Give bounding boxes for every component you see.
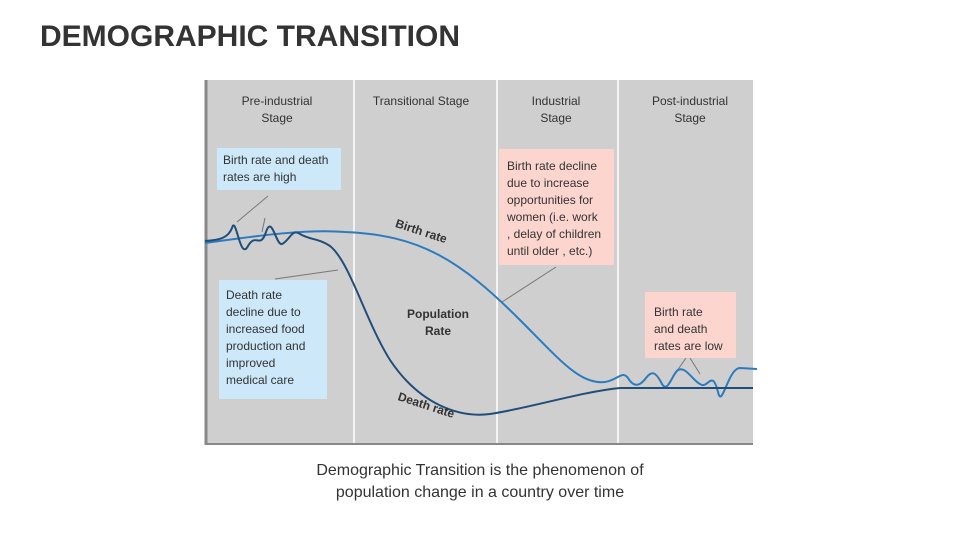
note-text: increased food <box>226 322 305 336</box>
title: DEMOGRAPHIC TRANSITION <box>40 20 460 53</box>
note-text: Birth rate <box>654 305 703 319</box>
note-text: Birth rate decline <box>507 159 597 173</box>
note-text: Death rate <box>226 288 282 302</box>
caption: population change in a country over time <box>336 484 624 501</box>
note-text: and death <box>654 322 707 336</box>
note-box <box>219 280 327 399</box>
stage-labels: Pre-industrial Stage Transitional Stage … <box>242 94 728 125</box>
dividers <box>353 80 619 443</box>
note-text: decline due to <box>226 305 301 319</box>
note-text: Birth rate and death <box>223 153 328 167</box>
notes: Birth rate and death rates are high Death … <box>223 153 723 387</box>
note-box <box>499 149 614 265</box>
note-text: rates are low <box>654 339 723 353</box>
note-text: opportunities for <box>507 193 593 207</box>
caption: Demographic Transition is the phenomenon… <box>316 462 644 479</box>
note-text: improved <box>226 356 275 370</box>
note-text: women (i.e. work <box>506 210 599 224</box>
note-box <box>217 148 341 190</box>
death-curve <box>204 224 753 416</box>
note-text: due to increase <box>507 176 589 190</box>
stage: Industrial <box>532 94 581 108</box>
stage: Stage <box>261 111 293 125</box>
note-box <box>645 292 736 358</box>
curve-label: Rate <box>425 324 451 338</box>
birth-curve <box>204 230 758 398</box>
note-text: until older , etc.) <box>507 244 592 258</box>
note-text: , delay of children <box>507 227 601 241</box>
stage: Post-industrial <box>652 94 728 108</box>
note-text: rates are high <box>223 170 296 184</box>
stage: Stage <box>674 111 706 125</box>
note-text: medical care <box>226 373 294 387</box>
stage: Pre-industrial <box>242 94 313 108</box>
curve-label: Population <box>407 307 469 321</box>
note-text: production and <box>226 339 305 353</box>
stage: Transitional Stage <box>373 94 470 108</box>
stage: Stage <box>540 111 572 125</box>
